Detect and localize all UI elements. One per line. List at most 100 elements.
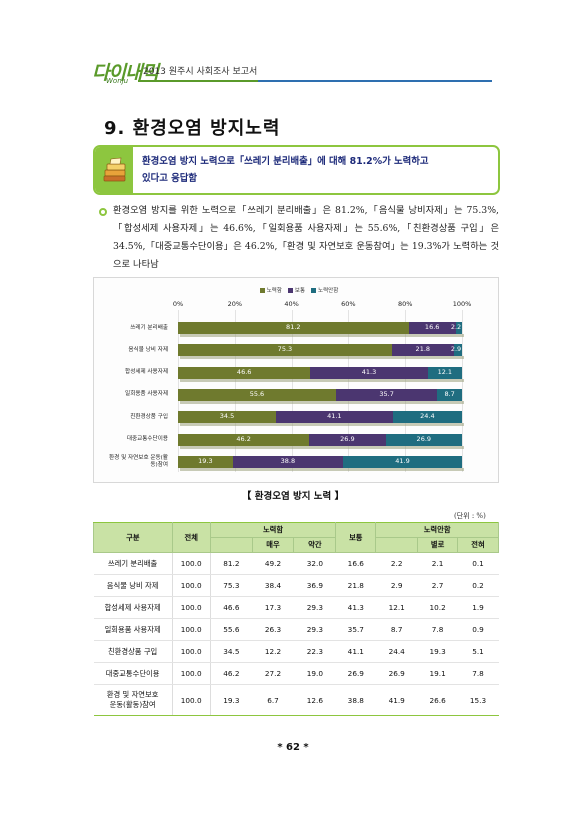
table-cell: 27.2: [252, 662, 294, 685]
data-label: 41.9: [395, 456, 410, 465]
x-tick-label: 80%: [397, 300, 413, 308]
table-cell: 26.9: [335, 662, 376, 685]
stacked-bar: 34.5 41.1 24.4: [178, 411, 462, 424]
table-cell: 0.1: [457, 552, 499, 575]
legend-entry: 노력안함: [318, 288, 339, 294]
table-cell: 100.0: [171, 618, 211, 641]
table-body: 쓰레기 분리배출 100.0 81.2 49.2 32.0 16.6 2.2 2.1 0.1 음식…: [93, 552, 499, 716]
x-tick-label: 40%: [284, 300, 299, 308]
category-label: 친환경상품 구입: [130, 413, 168, 420]
row-label: 합성세제 사용자제: [93, 596, 173, 619]
table-row: 일회용품 사용자제 100.0 55.6 26.3 29.3 35.7 8.7 7.8 0.9: [93, 618, 499, 641]
bar-shadow: [180, 467, 464, 471]
data-label: 26.9: [416, 434, 432, 443]
table-cell: 6.7: [252, 684, 294, 716]
table-cell: 2.9: [375, 574, 418, 597]
page-number: * 62 *: [277, 742, 309, 753]
row-label-line: 운동(활동)참여: [109, 700, 156, 709]
table-cell: 17.3: [252, 596, 294, 619]
table-row: 대중교통수단이용 100.0 46.2 27.2 19.0 26.9 26.9 19.1 7.8: [93, 662, 499, 685]
bar-shadow: [180, 334, 464, 337]
legend-swatch: [259, 288, 265, 293]
row-label: 대중교통수단이용: [93, 662, 173, 685]
bar-segment: [385, 433, 462, 446]
data-label: 75.3: [277, 345, 293, 354]
th-somewhat: 약간: [293, 537, 337, 553]
summary-line-2: 있다고 응답함: [142, 173, 198, 184]
data-label: 16.6: [424, 323, 440, 331]
row-label-line: 쓰레기 분리배출: [107, 558, 158, 568]
table-cell: 81.2: [210, 552, 253, 575]
table-row: 친환경상품 구입 100.0 34.5 12.2 22.3 41.1 24.4 19.3 5.1: [93, 640, 499, 663]
chart-legend: 노력함 보통 노력안함: [94, 286, 498, 294]
logo: 다이내믹: [92, 62, 159, 84]
stacked-bar: 75.3 21.8 2.9: [178, 344, 462, 357]
data-label: 35.7: [379, 389, 394, 398]
table-cell: 46.2: [210, 662, 253, 685]
stacked-bar: 19.3 38.8 41.9: [178, 455, 462, 468]
bar-segment: [455, 322, 462, 334]
row-label-line: 친환경상품 구입: [107, 646, 158, 656]
table-cell: 15.3: [457, 684, 499, 716]
row-label: 환경 및 자연보호 운동(활동)참여: [93, 684, 173, 716]
data-label: 2.2: [450, 323, 462, 331]
table-cell: 38.4: [252, 574, 294, 597]
table-unit: (단위 : %): [454, 512, 486, 520]
table-row: 환경 및 자연보호 운동(활동)참여 100.0 19.3 6.7 12.6 38.8 41.…: [93, 684, 499, 716]
summary-box: 환경오염 방지 노력으로「쓰레기 분리배출」에 대해 81.2%가 노력하고 있…: [93, 145, 500, 195]
bar-shadow: [180, 423, 464, 427]
bullet-icon: [99, 208, 107, 216]
table-cell: 100.0: [171, 552, 211, 575]
table-cell: 21.8: [335, 574, 376, 597]
category-label: 쓰레기 분리배출: [130, 324, 168, 331]
bar-segment: [309, 433, 386, 446]
x-tick-label: 60%: [341, 300, 356, 308]
table-cell: 36.9: [293, 574, 336, 597]
summary-line-1: 환경오염 방지 노력으로「쓰레기 분리배출」에 대해 81.2%가 노력하고: [142, 156, 429, 167]
x-tick-label: 20%: [227, 300, 243, 308]
logo-subtext: Wonju: [106, 77, 129, 85]
data-label: 34.5: [219, 412, 235, 421]
table-cell: 10.2: [417, 596, 458, 619]
table-cell: 16.6: [335, 552, 376, 575]
row-label-line: 음식물 낭비 자제: [106, 580, 159, 590]
books-icon: [103, 157, 126, 182]
category-label: 환경 및 자연보호 운동(활동)참여: [109, 454, 168, 468]
stacked-bar: 46.2 26.9 26.9: [178, 433, 462, 446]
table-cell: 19.3: [417, 640, 458, 663]
table-cell: 26.3: [252, 618, 294, 641]
header-rule: [138, 80, 492, 82]
table-cell: 32.0: [293, 552, 336, 575]
summary-text: 환경오염 방지 노력으로「쓰레기 분리배출」에 대해 81.2%가 노력하고 있…: [142, 153, 492, 187]
table-cell: 100.0: [171, 684, 211, 716]
data-label: 21.8: [415, 345, 431, 354]
category-label: 일회용품 사용자제: [125, 391, 168, 398]
row-label-line: 환경 및 자연보호: [106, 690, 159, 699]
table-cell: 7.8: [417, 618, 458, 641]
x-tick-label: 100%: [452, 300, 472, 308]
data-label: 8.7: [444, 389, 455, 398]
bar-segment: [343, 455, 462, 468]
report-title: 2013 원주시 사회조사 보고서: [143, 67, 258, 77]
table-cell: 100.0: [171, 640, 211, 663]
bar-segment: [310, 366, 428, 379]
data-label: 81.2: [286, 323, 301, 331]
bar-segment: [427, 366, 462, 379]
bar-shadow: [180, 400, 464, 404]
data-label: 24.4: [420, 412, 435, 421]
bar-shadow: [180, 378, 464, 382]
table-cell: 1.9: [457, 596, 499, 619]
bar-segment: [178, 388, 336, 401]
table-cell: 0.9: [457, 618, 499, 641]
row-label: 음식물 낭비 자제: [93, 574, 173, 597]
row-label-line: 합성세제 사용자제: [104, 602, 161, 612]
bar-segment: [275, 411, 393, 424]
table-cell: 100.0: [171, 596, 211, 619]
stacked-bar: 46.6 41.3 12.1: [178, 366, 462, 379]
bar-segment: [178, 455, 233, 468]
bar-segment: [392, 411, 462, 424]
bar-segment: [178, 433, 310, 446]
gridline: [462, 310, 463, 472]
table-cell: 7.8: [457, 662, 499, 685]
table-cell: 55.6: [210, 618, 253, 641]
